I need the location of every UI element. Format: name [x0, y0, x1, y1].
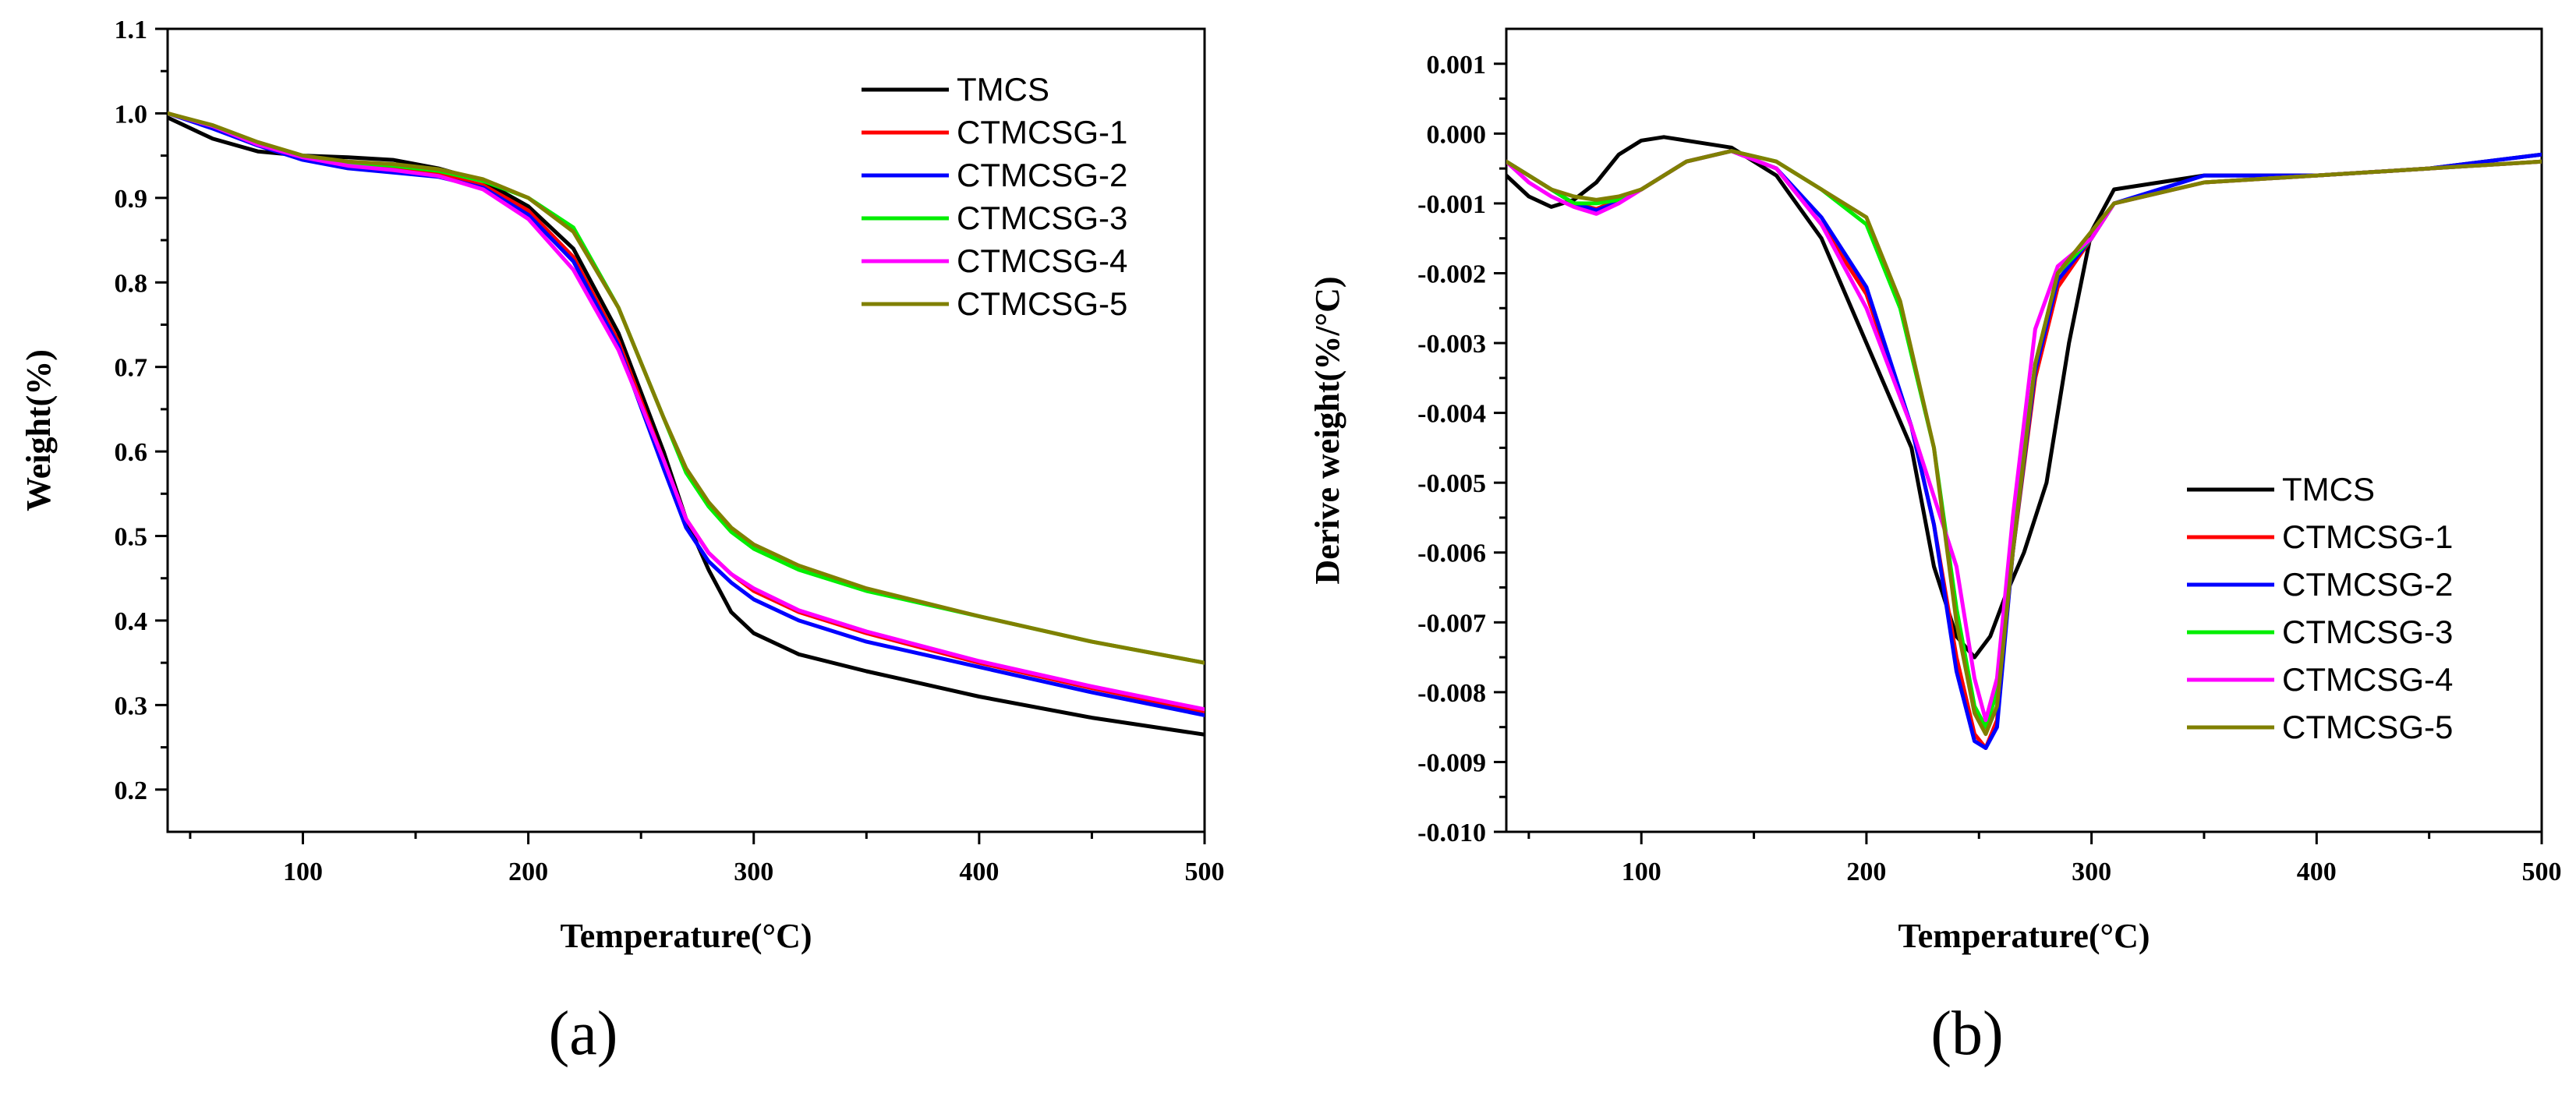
y-tick-label: 0.9 [115, 185, 148, 214]
legend-label: CTMCSG-5 [2282, 709, 2453, 745]
series-line-ctmcsg-5 [168, 111, 1205, 665]
legend: TMCS CTMCSG-1 CTMCSG-2 CTMCSG-3 CTMCSG-4 CTMC… [862, 71, 1127, 322]
plot-frame [166, 27, 1206, 833]
legend-label: CTMCSG-5 [957, 285, 1127, 322]
legend-label: CTMCSG-4 [957, 242, 1127, 279]
series-line-ctmcsg-4 [168, 111, 1205, 712]
x-tick-label: 500 [1185, 858, 1225, 886]
y-tick-label: 1.1 [115, 16, 148, 44]
y-tick-label: 0.4 [115, 607, 148, 636]
y-tick-label: 0.6 [115, 438, 148, 467]
legend-label: CTMCSG-2 [957, 157, 1127, 193]
y-tick-label: 0.7 [115, 354, 148, 383]
series-line-ctmcsg-5 [1506, 149, 2542, 737]
x-tick-label: 300 [734, 858, 773, 886]
legend-label: CTMCSG-2 [2282, 566, 2453, 603]
series-lines [168, 111, 1205, 737]
y-tick-label: 0.3 [115, 692, 148, 720]
series-line-ctmcsg-3 [168, 111, 1205, 665]
x-tick-label: 200 [508, 858, 548, 886]
x-axis-title: Temperature(°C) [560, 917, 812, 955]
series-line-tmcs [1506, 135, 2542, 660]
legend-label: CTMCSG-3 [2282, 614, 2453, 650]
x-tick-label: 100 [283, 858, 323, 886]
y-axis-title: Weight(%) [19, 349, 58, 511]
chart-a-weight: 100 200 300 400 500 0.2 0.3 0.4 0.5 0.6 0.7 0.8 0.9 1… [19, 16, 1225, 1068]
y-tick-label: -0.002 [1417, 260, 1486, 288]
y-tick-label: -0.004 [1417, 400, 1486, 429]
legend-label: TMCS [957, 71, 1049, 108]
x-tick-label: 400 [959, 858, 999, 886]
y-tick-label: 0.5 [115, 523, 148, 552]
y-tick-label: -0.003 [1417, 330, 1486, 359]
y-tick-label: -0.006 [1417, 539, 1486, 568]
y-tick-label: -0.010 [1417, 819, 1486, 847]
y-tick-label: -0.007 [1417, 609, 1486, 638]
legend: TMCS CTMCSG-1 CTMCSG-2 CTMCSG-3 CTMCSG-4 CTMC… [2187, 471, 2453, 745]
x-tick-label: 400 [2297, 858, 2337, 886]
legend-label: CTMCSG-1 [2282, 518, 2453, 555]
y-tick-label: -0.008 [1417, 679, 1486, 708]
x-tick-label: 300 [2072, 858, 2111, 886]
x-tick-label: 500 [2522, 858, 2562, 886]
panel-label: (a) [549, 999, 618, 1068]
chart-b-derivative-weight: 100 200 300 400 500 -0.010 -0.009 -0.008 -0.007 -… [1308, 27, 2562, 1068]
legend-label: CTMCSG-3 [957, 200, 1127, 236]
y-axis-title: Derive weight(%/°C) [1308, 276, 1346, 584]
x-axis-title: Temperature(°C) [1898, 917, 2150, 955]
legend-label: CTMCSG-1 [957, 114, 1127, 150]
y-tick-label: -0.001 [1417, 190, 1486, 219]
y-tick-label: 0.000 [1427, 120, 1487, 149]
y-tick-label: 0.001 [1427, 51, 1487, 80]
legend-label: TMCS [2282, 471, 2375, 508]
plot-frame [1505, 27, 2543, 833]
x-tick-label: 200 [1846, 858, 1886, 886]
series-lines [1506, 135, 2542, 750]
y-tick-label: -0.005 [1417, 469, 1486, 498]
y-tick-label: 0.2 [115, 776, 148, 805]
y-tick-label: 1.0 [115, 100, 148, 129]
y-tick-label: -0.009 [1417, 748, 1486, 777]
panel-label: (b) [1930, 999, 2003, 1068]
legend-label: CTMCSG-4 [2282, 661, 2453, 698]
x-tick-label: 100 [1622, 858, 1661, 886]
series-line-ctmcsg-2 [168, 111, 1205, 717]
y-tick-label: 0.8 [115, 269, 148, 298]
